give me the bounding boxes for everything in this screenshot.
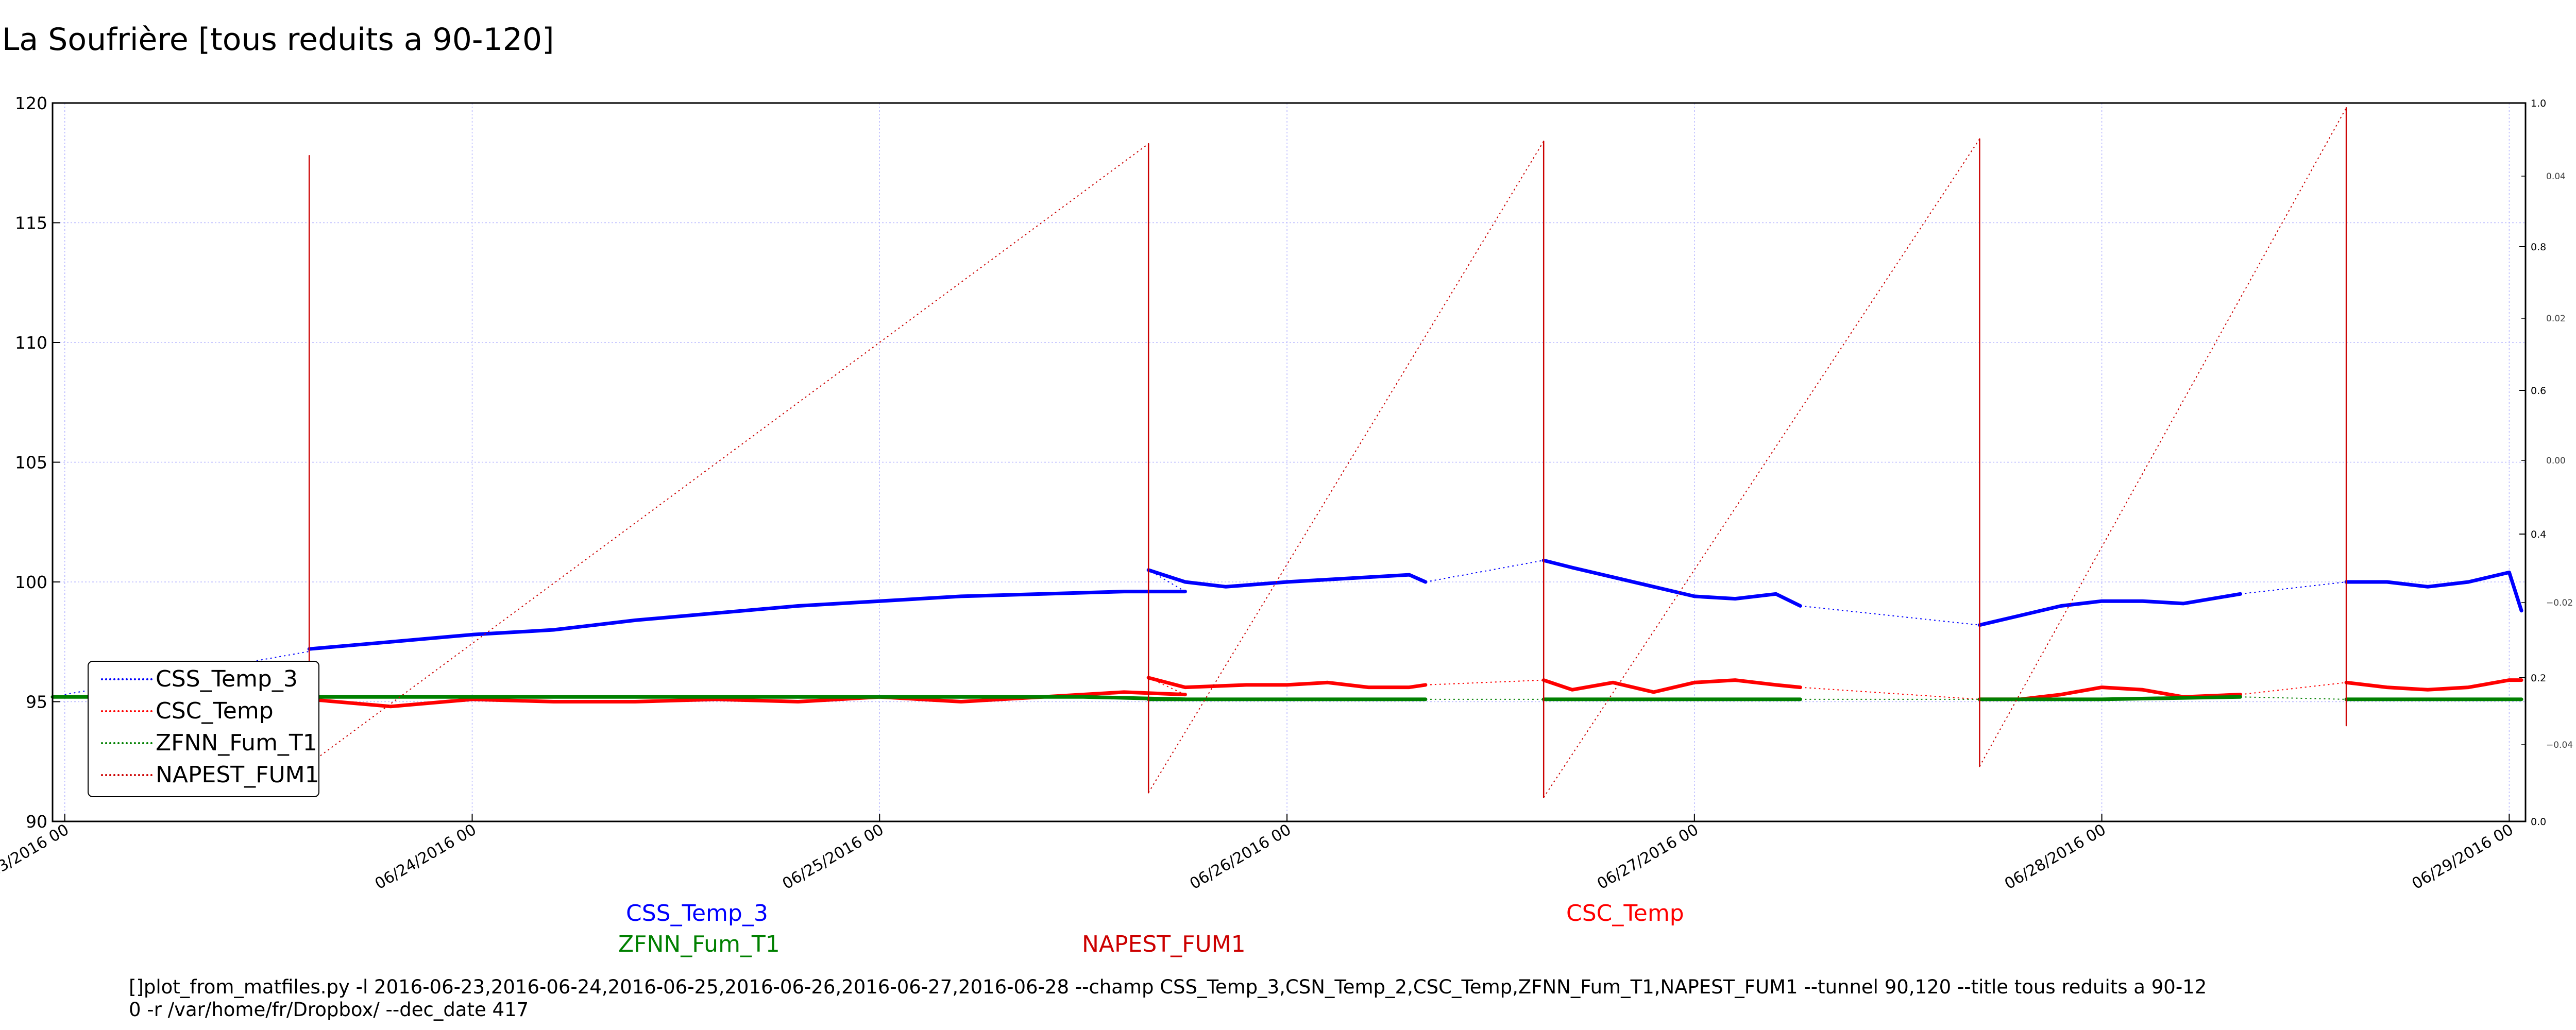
command-line-1: []plot_from_matfiles.py -l 2016-06-23,20… <box>129 976 2207 998</box>
series-label-css-temp-3: CSS_Temp_3 <box>626 900 768 926</box>
y-tick-label: 105 <box>15 453 47 473</box>
series-line-csc-temp <box>2344 678 2523 692</box>
series-line-csc-temp <box>1541 678 1802 694</box>
series-gap-link-css-temp-3 <box>1800 605 1980 626</box>
series-line-css-temp-3 <box>1146 568 1428 589</box>
legend-item-napest-fum1: NAPEST_FUM1 <box>89 760 319 792</box>
y-tick-label: 120 <box>15 93 47 113</box>
right-axis-tick-label: 0.8 <box>2531 242 2546 253</box>
legend-label: ZFNN_Fum_T1 <box>156 730 317 756</box>
series-label-napest-fum1: NAPEST_FUM1 <box>1082 931 1246 957</box>
x-tick-label: 06/29/2016 00 <box>2409 821 2517 894</box>
x-tick-label: 06/24/2016 00 <box>372 821 480 894</box>
series-gap-link-css-temp-3 <box>1425 560 1544 582</box>
y-tick-label: 95 <box>26 692 47 712</box>
command-line-2: 0 -r /var/home/fr/Dropbox/ --dec_date 41… <box>129 999 529 1021</box>
series-line-css-temp-3 <box>1541 558 1802 608</box>
series-line-csc-temp <box>1146 676 1428 690</box>
series-gap-link-css-temp-3 <box>2240 581 2347 595</box>
command-line: []plot_from_matfiles.py -l 2016-06-23,20… <box>129 976 2207 1021</box>
series-gap-link-napest-fum1 <box>309 143 1149 765</box>
right-axis-inner-tick-label: 0.02 <box>2546 314 2566 324</box>
x-tick-label: 06/28/2016 00 <box>2002 821 2109 894</box>
right-axis-tick-label: 0.4 <box>2531 529 2546 540</box>
x-tick-label: 06/26/2016 00 <box>1187 821 1294 894</box>
series-gap-link-napest-fum1 <box>1148 141 1545 793</box>
plot-frame <box>52 102 2527 822</box>
series-line-csc-temp <box>307 690 1187 709</box>
chart-title: La Soufrière [tous reduits a 90-120] <box>2 22 554 58</box>
x-tick-label: 06/25/2016 00 <box>779 821 887 894</box>
legend-swatch-napest-fum1 <box>101 774 152 776</box>
series-line-zfnn-fum-t1 <box>1977 695 2242 701</box>
legend-label: NAPEST_FUM1 <box>156 762 319 788</box>
legend-label: CSC_Temp <box>156 698 274 724</box>
series-gap-link-csc-temp <box>1425 679 1544 685</box>
series-label-csc-temp: CSC_Temp <box>1566 900 1684 926</box>
y-tick-label: 110 <box>15 333 47 353</box>
legend: CSS_Temp_3 CSC_Temp ZFNN_Fum_T1 NAPEST_F… <box>88 661 319 797</box>
right-axis-tick-label: 0.0 <box>2531 816 2546 828</box>
legend-item-css-temp-3: CSS_Temp_3 <box>89 664 318 696</box>
series-gap-link-zfnn-fum-t1 <box>2240 696 2347 700</box>
y-tick-label: 115 <box>15 213 47 233</box>
series-line-css-temp-3 <box>2344 570 2523 613</box>
series-label-zfnn-fum-t1: ZFNN_Fum_T1 <box>618 931 780 957</box>
right-axis-tick-label: 0.6 <box>2531 385 2546 397</box>
right-axis-tick-label: 1.0 <box>2531 98 2546 109</box>
legend-item-csc-temp: CSC_Temp <box>89 696 318 728</box>
legend-swatch-css-temp-3 <box>101 678 152 680</box>
right-axis-inner-tick-label: 0.04 <box>2546 171 2566 182</box>
x-tick-label: 06/27/2016 00 <box>1594 821 1702 894</box>
series-gap-link-napest-fum1 <box>1979 107 2347 767</box>
right-axis-tick-label: 0.2 <box>2531 673 2546 684</box>
y-tick-label: 90 <box>26 812 47 832</box>
y-tick-label: 100 <box>15 572 47 592</box>
series-line-css-temp-3 <box>307 590 1187 651</box>
legend-item-zfnn-fum-t1: ZFNN_Fum_T1 <box>89 728 318 760</box>
legend-swatch-zfnn-fum-t1 <box>101 742 152 744</box>
right-axis-inner-tick-label: −0.02 <box>2546 598 2573 608</box>
series-line-css-temp-3 <box>1977 592 2242 627</box>
series-gap-link-csc-temp <box>1800 686 1980 700</box>
right-axis-inner-tick-label: 0.00 <box>2546 456 2566 466</box>
right-axis-inner-tick-label: −0.04 <box>2546 740 2573 750</box>
legend-label: CSS_Temp_3 <box>156 666 298 692</box>
legend-swatch-csc-temp <box>101 710 152 712</box>
series-gap-link-napest-fum1 <box>1543 139 1980 798</box>
series-gap-link-csc-temp <box>2240 682 2347 695</box>
